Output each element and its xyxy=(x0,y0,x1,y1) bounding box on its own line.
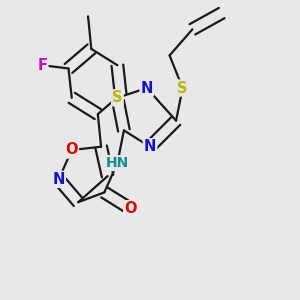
Text: F: F xyxy=(38,58,47,73)
Text: O: O xyxy=(65,142,78,158)
Text: O: O xyxy=(124,201,137,216)
Text: N: N xyxy=(141,80,153,95)
Text: S: S xyxy=(112,90,123,105)
Text: N: N xyxy=(144,139,156,154)
Text: HN: HN xyxy=(106,156,129,170)
Text: S: S xyxy=(177,80,188,95)
Text: N: N xyxy=(52,172,65,187)
